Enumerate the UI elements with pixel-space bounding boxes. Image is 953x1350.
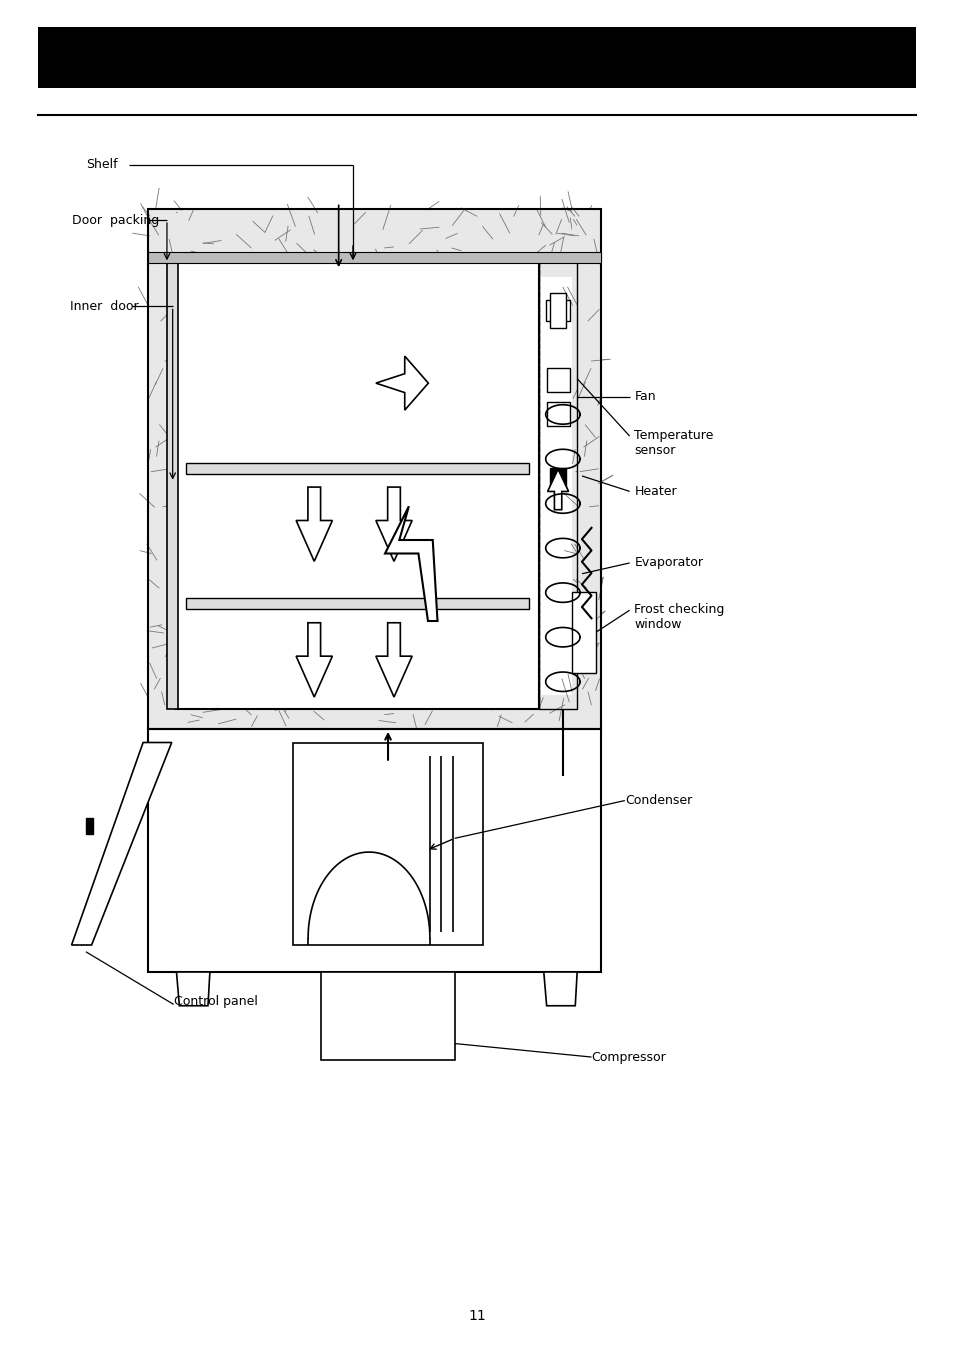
Bar [577, 209, 600, 729]
Text: Fan: Fan [634, 390, 656, 404]
Text: Condenser: Condenser [624, 794, 691, 807]
Polygon shape [295, 622, 332, 697]
Bar [148, 209, 600, 729]
Bar [38, 27, 915, 88]
Bar [86, 818, 93, 834]
Text: Shelf: Shelf [86, 158, 117, 171]
Bar [148, 252, 600, 263]
Polygon shape [385, 506, 437, 621]
Bar [538, 256, 577, 709]
Bar [550, 468, 565, 490]
Bar [186, 598, 529, 609]
Bar [546, 402, 569, 427]
Bar [572, 209, 600, 729]
Text: Evaporator: Evaporator [634, 556, 702, 570]
Bar [148, 695, 600, 729]
Polygon shape [543, 972, 577, 1006]
Polygon shape [71, 743, 172, 945]
Text: 11: 11 [468, 1310, 485, 1323]
Bar [321, 972, 455, 1060]
Polygon shape [547, 470, 568, 510]
Polygon shape [176, 972, 210, 1006]
Polygon shape [375, 622, 412, 697]
Polygon shape [375, 487, 412, 562]
Bar [148, 729, 600, 972]
Text: Temperature
sensor: Temperature sensor [634, 429, 713, 456]
Bar [186, 463, 529, 474]
Bar [148, 209, 600, 277]
Bar [167, 256, 178, 709]
Bar [572, 591, 596, 672]
Text: Door  packing: Door packing [71, 213, 158, 227]
Bar [293, 743, 482, 945]
Text: Compressor: Compressor [591, 1050, 665, 1064]
Text: Heater: Heater [634, 485, 677, 498]
Text: Frost checking
window: Frost checking window [634, 603, 724, 630]
Bar [545, 300, 570, 321]
Polygon shape [375, 356, 428, 410]
Text: Inner  door: Inner door [70, 300, 138, 313]
Bar [176, 256, 538, 709]
Text: Control panel: Control panel [173, 995, 257, 1008]
Polygon shape [295, 487, 332, 562]
Bar [546, 367, 569, 392]
Bar [148, 209, 176, 729]
Bar [550, 293, 565, 328]
